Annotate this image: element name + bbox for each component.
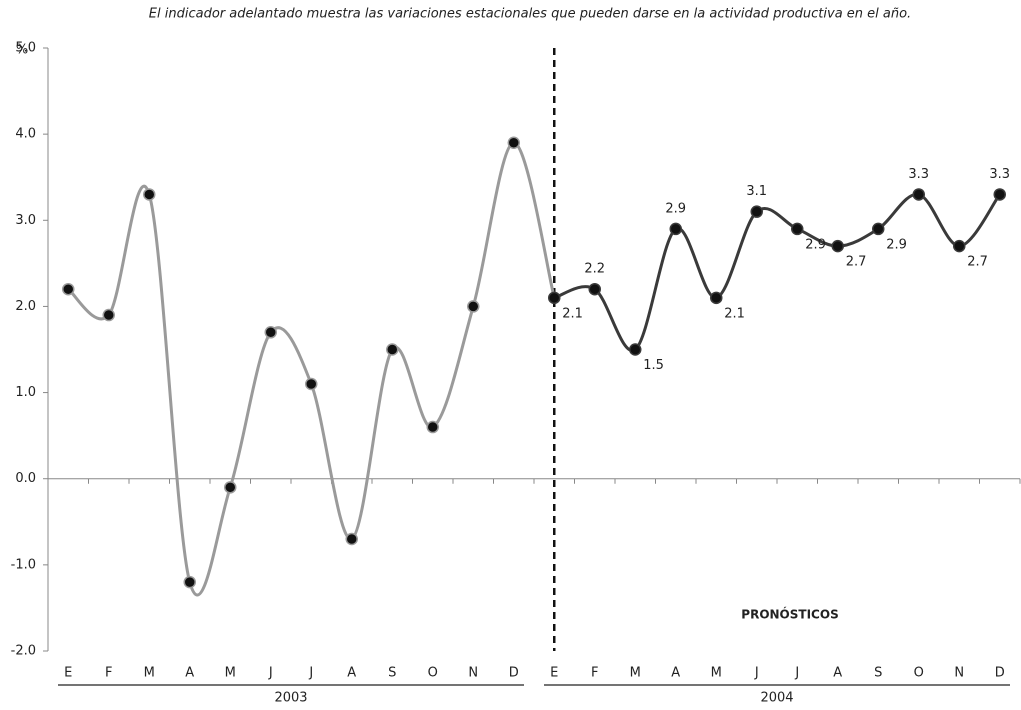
series-line: [67, 141, 556, 597]
x-tick-label: S: [874, 666, 882, 681]
x-tick-label: M: [711, 666, 722, 681]
point: [750, 205, 763, 218]
x-tick-label: A: [671, 666, 680, 681]
point: [426, 420, 439, 434]
point: [588, 282, 601, 296]
x-tick-label: J: [308, 666, 313, 681]
x-tick-label: A: [185, 666, 194, 681]
point: [912, 188, 925, 201]
x-tick-label: O: [428, 666, 438, 681]
x-tick-label: M: [225, 666, 236, 681]
data-label: 3.3: [989, 167, 1010, 182]
group-label: 2004: [760, 691, 793, 706]
data-label: 2.2: [584, 262, 605, 277]
x-tick-label: E: [550, 666, 558, 681]
point: [831, 239, 844, 253]
x-tick-label: M: [144, 666, 155, 681]
y-tick-label: -1.0: [11, 557, 36, 572]
point: [264, 326, 277, 339]
x-tick-label: E: [64, 666, 72, 681]
y-tick-label: 1.0: [15, 385, 36, 400]
x-tick-label: J: [794, 666, 799, 681]
x-tick-label: D: [995, 666, 1005, 681]
point: [872, 222, 885, 236]
y-tick-label: -2.0: [11, 644, 36, 659]
data-label: 1.5: [643, 358, 664, 373]
x-tick-label: A: [347, 666, 356, 681]
point: [345, 532, 358, 546]
point: [386, 343, 399, 356]
point: [102, 308, 115, 322]
y-tick-label: 5.0: [15, 41, 36, 56]
point: [224, 481, 237, 494]
data-label: 2.7: [846, 255, 867, 270]
x-tick-label: O: [914, 666, 924, 681]
x-tick-label: F: [105, 666, 112, 681]
data-label: 2.9: [665, 201, 686, 216]
data-label: 2.1: [724, 306, 745, 321]
x-tick-label: J: [268, 666, 273, 681]
data-label: 3.1: [746, 184, 767, 199]
y-tick-label: 3.0: [15, 213, 36, 228]
data-label: 2.9: [805, 237, 826, 252]
series-line: [553, 192, 1001, 352]
x-tick-label: J: [754, 666, 759, 681]
x-tick-label: N: [468, 666, 478, 681]
y-axis-label: %: [16, 43, 28, 58]
annotation: PRONÓSTICOS: [741, 607, 838, 622]
point: [62, 282, 75, 296]
x-tick-label: N: [954, 666, 964, 681]
y-tick-label: 2.0: [15, 299, 36, 314]
x-tick-label: S: [388, 666, 396, 681]
x-tick-label: F: [591, 666, 598, 681]
point: [953, 239, 966, 253]
point: [143, 188, 156, 201]
x-tick-label: A: [833, 666, 842, 681]
point: [669, 222, 682, 236]
point: [629, 343, 642, 356]
data-label: 2.9: [886, 237, 907, 252]
x-tick-label: M: [630, 666, 641, 681]
y-tick-label: 4.0: [15, 127, 36, 142]
y-tick-label: 0.0: [15, 471, 36, 486]
point: [548, 291, 561, 305]
data-label: 2.1: [562, 306, 583, 321]
point: [507, 136, 520, 150]
point: [791, 222, 804, 236]
point: [993, 188, 1006, 201]
point: [710, 291, 723, 305]
data-label: 2.7: [967, 255, 988, 270]
point: [467, 300, 480, 313]
x-tick-label: D: [509, 666, 519, 681]
data-label: 3.3: [908, 167, 929, 182]
point: [305, 377, 318, 391]
group-label: 2003: [274, 691, 307, 706]
point: [183, 575, 196, 589]
chart-title: El indicador adelantado muestra las vari…: [149, 7, 911, 22]
